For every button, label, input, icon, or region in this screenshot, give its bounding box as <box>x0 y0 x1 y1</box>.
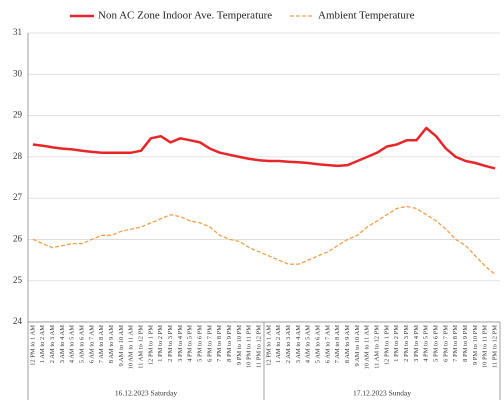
x-tick-label: 9 AM to 10 AM <box>354 325 361 367</box>
x-tick-label: 3 AM to 4 AM <box>59 325 66 364</box>
x-tick-label: 8 PM to 9 PM <box>462 325 469 362</box>
x-tick-label: 6 AM to 7 AM <box>324 325 331 364</box>
y-tick-label: 31 <box>13 27 22 37</box>
x-tick-label: 11 AM to 12 PM <box>138 325 145 369</box>
x-tick-label: 1 AM to 2 AM <box>39 325 46 364</box>
x-tick-label: 5 AM to 6 AM <box>315 325 322 364</box>
x-tick-label: 2 PM to 3 PM <box>167 325 174 362</box>
y-tick-label: 26 <box>13 233 23 243</box>
x-tick-label: 2 AM to 3 AM <box>49 325 56 364</box>
y-tick-label: 25 <box>13 275 23 285</box>
y-tick-label: 24 <box>13 316 23 326</box>
x-tick-label: 2 PM to 3 PM <box>403 325 410 362</box>
x-tick-label: 8 PM to 9 PM <box>226 325 233 362</box>
x-tick-label: 10 PM to 11 PM <box>246 325 253 368</box>
x-tick-label: 6 PM to 7 PM <box>442 325 449 362</box>
x-tick-label: 7 AM to 8 AM <box>334 325 341 364</box>
y-tick-label: 30 <box>13 68 23 78</box>
x-tick-label: 2 AM to 3 AM <box>285 325 292 364</box>
y-tick-label: 28 <box>13 151 23 161</box>
y-tick-label: 27 <box>13 192 23 202</box>
x-tick-label: 9 PM to 10 PM <box>472 325 479 365</box>
x-tick-label: 5 PM to 6 PM <box>433 325 440 362</box>
x-tick-label: 12 PM to 1 PM <box>147 325 154 365</box>
x-tick-label: 8 AM to 9 AM <box>344 325 351 364</box>
x-tick-label: 9 PM to 10 PM <box>236 325 243 365</box>
x-tick-label: 1 AM to 2 AM <box>275 325 282 364</box>
x-tick-label: 1 PM to 2 PM <box>393 325 400 362</box>
line-series <box>32 205 496 275</box>
x-tick-label: 12 PM to 1 PM <box>383 325 390 365</box>
x-tick-label: 11 PM to 12 PM <box>256 325 263 368</box>
x-tick-label: 10 AM to 11 AM <box>364 325 371 370</box>
x-tick-label: 12 PM to 1 AM <box>29 325 36 366</box>
x-tick-label: 3 AM to 4 AM <box>295 325 302 364</box>
x-tick-label: 9 AM to 10 AM <box>118 325 125 367</box>
x-tick-label: 8 AM to 9 AM <box>108 325 115 364</box>
x-tick-label: 6 AM to 7 AM <box>88 325 95 364</box>
x-tick-label: 3 PM to 4 PM <box>413 325 420 362</box>
x-tick-label: 7 PM to 8 PM <box>216 325 223 362</box>
x-tick-label: 1 PM to 2 PM <box>157 325 164 362</box>
line-series <box>32 126 496 170</box>
x-tick-label: 12 PM to 1 AM <box>265 325 272 366</box>
x-tick-label: 4 PM to 5 PM <box>423 325 430 362</box>
legend-label: Ambient Temperature <box>318 10 415 22</box>
x-tick-label: 4 PM to 5 PM <box>187 325 194 362</box>
x-tick-label: 10 PM to 11 PM <box>482 325 489 368</box>
x-tick-label: 7 PM to 8 PM <box>452 325 459 362</box>
x-tick-label: 10 AM to 11 AM <box>128 325 135 370</box>
group-label: 17.12.2023 Sunday <box>353 389 411 398</box>
y-tick-label: 29 <box>13 110 23 120</box>
x-tick-label: 5 AM to 6 AM <box>79 325 86 364</box>
group-label: 16.12.2023 Saturday <box>115 389 178 398</box>
x-tick-label: 4 AM to 5 AM <box>69 325 76 364</box>
x-tick-label: 11 AM to 12 PM <box>374 325 381 369</box>
legend-label: Non AC Zone Indoor Ave. Temperature <box>98 10 272 22</box>
x-tick-label: 4 AM to 5 AM <box>305 325 312 364</box>
x-tick-label: 5 PM to 6 PM <box>197 325 204 362</box>
x-tick-label: 3 PM to 4 PM <box>177 325 184 362</box>
x-tick-label: 6 PM to 7 PM <box>206 325 213 362</box>
x-tick-label: 7 AM to 8 AM <box>98 325 105 364</box>
x-tick-label: 11 PM to 12 PM <box>492 325 499 368</box>
